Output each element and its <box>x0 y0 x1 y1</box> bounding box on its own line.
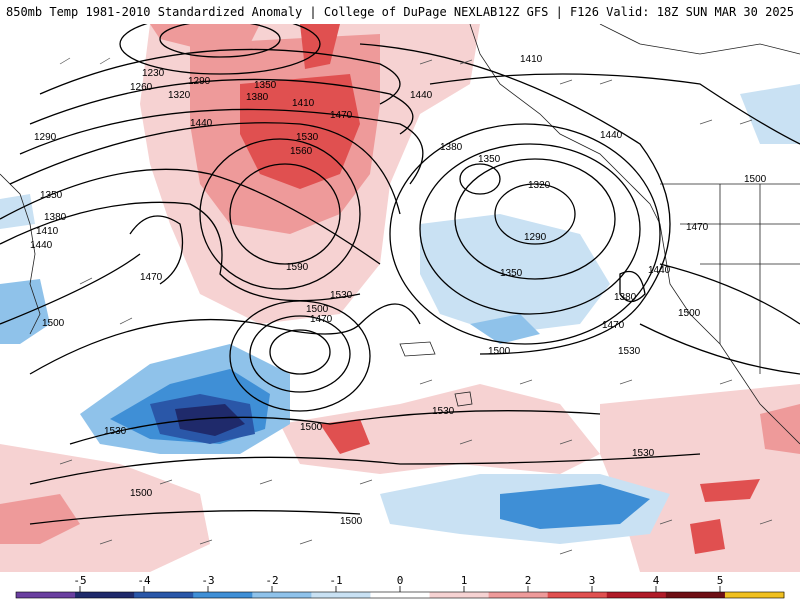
contour-label: 1440 <box>600 130 623 141</box>
colorbar-segment <box>75 592 135 598</box>
contour-label: 1230 <box>142 68 165 79</box>
contour-label: 1530 <box>632 448 655 459</box>
colorbar-segment <box>606 592 667 598</box>
contour-label: 1290 <box>34 132 57 143</box>
anomaly-map: 1230 1260 1290 1320 1350 1380 1410 1440 … <box>0 24 800 572</box>
contour-label: 1470 <box>140 272 163 283</box>
contour-label: 1440 <box>410 90 433 101</box>
contour-label: 1380 <box>440 142 463 153</box>
contour-label: 1500 <box>488 346 511 357</box>
contour-label: 1410 <box>520 54 543 65</box>
colorbar-label: 1 <box>460 574 468 587</box>
contour-label: 1500 <box>306 304 329 315</box>
contour-label: 1470 <box>686 222 709 233</box>
contour-label: 1320 <box>168 90 191 101</box>
colorbar-segment <box>16 592 76 598</box>
contour-label: 1560 <box>290 146 313 157</box>
contour-label: 1500 <box>130 488 153 499</box>
contour-label: 1260 <box>130 82 153 93</box>
contour-label: 1500 <box>42 318 65 329</box>
contour-label: 1470 <box>330 110 353 121</box>
contour-label: 1530 <box>296 132 319 143</box>
contour-label: 1290 <box>188 76 211 87</box>
map-title: 850mb Temp 1981-2010 Standardized Anomal… <box>6 5 498 19</box>
contour-label: 1500 <box>744 174 767 185</box>
wind-barbs <box>59 57 773 555</box>
cool-anomaly-areas <box>0 84 800 544</box>
colorbar-segment <box>193 592 253 598</box>
contour-label: 1440 <box>648 265 671 276</box>
contour-label: 1530 <box>104 426 127 437</box>
contour-label: 1350 <box>478 154 501 165</box>
contour-label: 1290 <box>524 232 547 243</box>
contour-label: 1410 <box>36 226 59 237</box>
contour-label: 1530 <box>618 346 641 357</box>
contour-label: 1530 <box>432 406 455 417</box>
contour-label: 1380 <box>246 92 269 103</box>
colorbar-segment <box>252 592 312 598</box>
contour-label: 1350 <box>500 268 523 279</box>
colorbar-label: -5 <box>73 574 87 587</box>
colorbar-segment <box>488 592 549 598</box>
colorbar-segment <box>134 592 194 598</box>
colorbar: -5 -4 -3 -2 -1 0 1 2 3 4 5 <box>0 572 800 600</box>
contour-label: 1320 <box>528 180 551 191</box>
contour-label: 1350 <box>254 80 277 91</box>
contour-label: 1410 <box>292 98 315 109</box>
colorbar-segment <box>724 592 785 598</box>
colorbar-segment <box>547 592 608 598</box>
colorbar-label: 2 <box>524 574 532 587</box>
colorbar-scale <box>15 586 785 599</box>
contour-label: 1380 <box>44 212 67 223</box>
model-run-info: 12Z GFS | F126 Valid: 18Z SUN MAR 30 202… <box>497 5 794 19</box>
header-bar: 850mb Temp 1981-2010 Standardized Anomal… <box>0 0 800 25</box>
colorbar-label: 3 <box>588 574 596 587</box>
contour-label: 1470 <box>310 314 333 325</box>
colorbar-label: -1 <box>329 574 343 587</box>
contour-label: 1380 <box>614 292 637 303</box>
colorbar-label: -3 <box>201 574 215 587</box>
colorbar-segment <box>370 592 431 598</box>
colorbar-label: -4 <box>137 574 151 587</box>
colorbar-label: 0 <box>396 574 404 587</box>
contour-labels: 1230 1260 1290 1320 1350 1380 1410 1440 … <box>30 54 767 527</box>
colorbar-segment <box>311 592 371 598</box>
colorbar-segment <box>665 592 726 598</box>
contour-label: 1440 <box>190 118 213 129</box>
contour-label: 1500 <box>300 422 323 433</box>
contour-label: 1530 <box>330 290 353 301</box>
contour-label: 1500 <box>340 516 363 527</box>
contour-label: 1590 <box>286 262 309 273</box>
colorbar-label: -2 <box>265 574 279 587</box>
contour-label: 1500 <box>678 308 701 319</box>
height-contours <box>0 24 800 525</box>
colorbar-label: 4 <box>652 574 660 587</box>
contour-label: 1470 <box>602 320 625 331</box>
colorbar-segment <box>429 592 490 598</box>
map-canvas: 1230 1260 1290 1320 1350 1380 1410 1440 … <box>0 24 800 572</box>
contour-label: 1350 <box>40 190 63 201</box>
contour-label: 1440 <box>30 240 53 251</box>
colorbar-label: 5 <box>716 574 724 587</box>
